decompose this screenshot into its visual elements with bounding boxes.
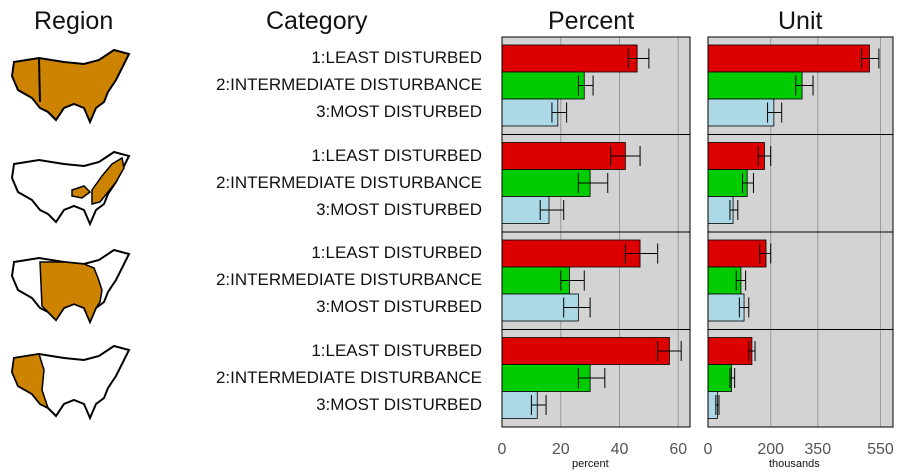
bar (707, 98, 775, 127)
tick-label: 60 (669, 441, 687, 458)
unit-header: Unit (778, 7, 823, 35)
region-header: Region (34, 7, 114, 35)
category-label: 3:MOST DISTURBED (316, 394, 482, 414)
panel-border (501, 36, 691, 428)
bar (707, 142, 765, 170)
bar (707, 169, 748, 197)
bar (707, 196, 734, 224)
category-label: 1:LEAST DISTURBED (311, 340, 482, 360)
tick-label: 0 (498, 441, 507, 458)
region-map-4 (10, 344, 131, 421)
category-label: 1:LEAST DISTURBED (311, 145, 482, 165)
region-map-1 (10, 48, 131, 125)
bar (501, 142, 626, 170)
tick-label: 200 (757, 441, 784, 458)
region-map-3 (10, 248, 131, 325)
bar (501, 337, 670, 365)
bar (501, 98, 559, 127)
bar (501, 266, 570, 295)
bar (501, 239, 641, 268)
tick-label: 20 (552, 441, 570, 458)
tick-label: 40 (611, 441, 629, 458)
bar (707, 44, 870, 73)
category-label: 3:MOST DISTURBED (316, 297, 482, 316)
bar (501, 44, 638, 73)
bar (707, 293, 745, 322)
bar (501, 364, 591, 392)
bar (707, 364, 732, 392)
bar (707, 239, 767, 268)
panel-border (707, 36, 894, 428)
tick-label: 0 (704, 441, 713, 458)
category-header: Category (266, 7, 368, 35)
category-label: 3:MOST DISTURBED (316, 102, 482, 121)
category-label: 2:INTERMEDIATE DISTURBANCE (215, 367, 482, 387)
category-label: 1:LEAST DISTURBED (311, 48, 482, 67)
category-label: 2:INTERMEDIATE DISTURBANCE (215, 172, 482, 192)
tick-label: 550 (867, 441, 894, 458)
category-label: 2:INTERMEDIATE DISTURBANCE (215, 270, 482, 289)
category-label: 1:LEAST DISTURBED (311, 243, 482, 262)
category-label: 3:MOST DISTURBED (316, 199, 482, 219)
region-map-2 (10, 150, 131, 227)
percent-header: Percent (548, 7, 635, 35)
bar (501, 71, 585, 100)
bar (707, 337, 753, 365)
bar (501, 169, 591, 197)
unit-axis-label: thousands (769, 458, 820, 470)
category-label: 2:INTERMEDIATE DISTURBANCE (215, 75, 482, 94)
percent-axis-label: percent (572, 458, 609, 470)
bar (707, 71, 803, 100)
tick-label: 350 (804, 441, 831, 458)
